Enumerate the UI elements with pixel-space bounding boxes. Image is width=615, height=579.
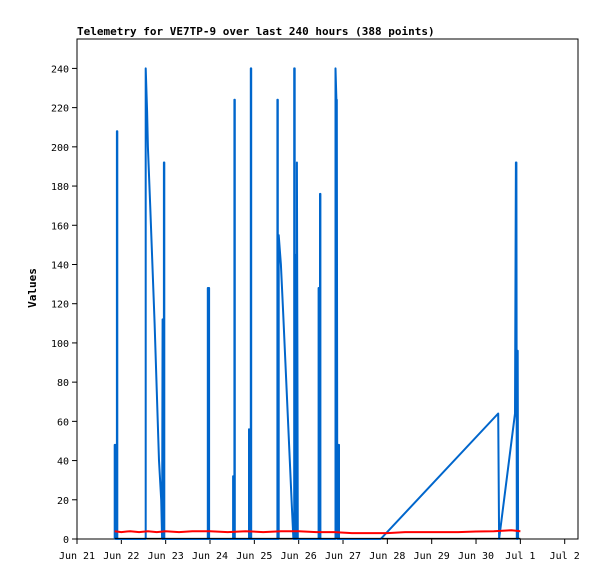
- y-tick-label: 0: [63, 535, 69, 546]
- x-axis-ticks: Jun 21 Jun 22 Jun 23 Jun 24 Jun 25 Jun 26 Jun …: [59, 539, 580, 562]
- y-tick-label: 140: [51, 260, 69, 271]
- x-tick-label: Jun 29: [414, 551, 450, 562]
- x-tick-label: Jun 24: [192, 551, 228, 562]
- x-tick-label: Jun 30: [458, 551, 494, 562]
- y-tick-label: 60: [57, 417, 69, 428]
- y-tick-label: 20: [57, 496, 69, 507]
- y-tick-label: 100: [51, 339, 69, 350]
- x-tick-label: Jun 23: [148, 551, 184, 562]
- y-tick-label: 80: [57, 378, 69, 389]
- x-tick-label: Jun 27: [325, 551, 361, 562]
- x-tick-label: Jun 25: [236, 551, 272, 562]
- series-line-1: [114, 529, 521, 535]
- y-axis-label: Values: [26, 268, 39, 308]
- y-tick-label: 200: [51, 143, 69, 154]
- x-tick-label: Jun 22: [103, 551, 139, 562]
- series-line-0: [113, 67, 520, 540]
- y-tick-label: 220: [51, 104, 69, 115]
- y-tick-label: 240: [51, 64, 69, 75]
- y-tick-label: 180: [51, 182, 69, 193]
- x-tick-label: Jun 21: [59, 551, 95, 562]
- x-tick-label: Jun 26: [281, 551, 317, 562]
- x-tick-label: Jul 1: [505, 551, 535, 562]
- y-axis-ticks: 0 20 40 60 80 100 120 140 160 180 200 220 240: [51, 64, 77, 546]
- chart-title: Telemetry for VE7TP-9 over last 240 hour…: [77, 25, 435, 38]
- series-layer: [113, 67, 521, 540]
- y-tick-label: 120: [51, 300, 69, 311]
- x-tick-label: Jun 28: [369, 551, 405, 562]
- x-tick-label: Jul 2: [550, 551, 580, 562]
- y-tick-label: 160: [51, 221, 69, 232]
- y-tick-label: 40: [57, 457, 69, 468]
- plot-area: [76, 38, 579, 540]
